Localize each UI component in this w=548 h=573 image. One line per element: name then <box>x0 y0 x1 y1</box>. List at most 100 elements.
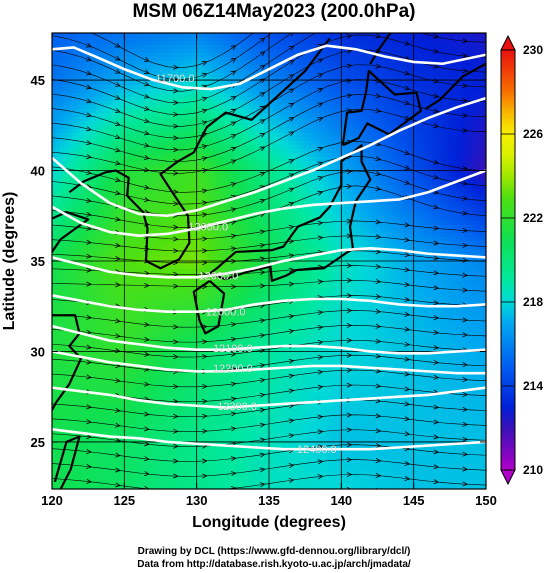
wind-arrow <box>317 279 324 285</box>
wind-arrow <box>462 227 469 233</box>
wind-arrow <box>462 195 469 201</box>
wind-arrow <box>375 249 382 255</box>
wind-arrow <box>173 88 179 94</box>
wind-arrow <box>404 165 411 170</box>
wind-arrow <box>433 315 440 321</box>
wind-arrow <box>86 419 92 425</box>
wind-arrow <box>173 324 179 330</box>
wind-arrow <box>143 142 150 148</box>
wind-arrow <box>462 257 469 263</box>
wind-arrow <box>173 271 179 277</box>
wind-arrow <box>259 467 266 473</box>
wind-arrow <box>433 479 440 485</box>
coastline-6 <box>209 144 372 283</box>
wind-arrow <box>259 283 266 289</box>
wind-arrow <box>433 404 440 410</box>
height-contour <box>52 96 486 218</box>
colorbar-tick-label: 214 <box>523 379 543 393</box>
wind-arrow <box>230 182 237 188</box>
wind-arrow <box>288 88 295 94</box>
wind-arrow <box>201 168 208 174</box>
wind-arrow <box>462 68 469 74</box>
wind-arrow <box>346 63 353 69</box>
wind-arrow <box>144 282 150 289</box>
wind-arrow <box>173 135 179 141</box>
wind-arrow <box>288 45 295 51</box>
wind-arrow <box>462 332 469 338</box>
wind-arrow <box>143 118 150 124</box>
wind-arrow <box>346 322 353 329</box>
credit-dcl: Drawing by DCL (https://www.gfd-dennou.o… <box>137 546 411 557</box>
wind-arrow <box>317 220 324 226</box>
wind-arrow <box>144 381 150 387</box>
wind-arrow <box>259 78 266 84</box>
wind-arrow <box>375 353 382 359</box>
wind-arrow <box>86 253 92 259</box>
wind-arrow <box>173 123 179 129</box>
wind-arrow <box>115 452 121 458</box>
wind-arrow <box>462 436 469 442</box>
wind-arrow <box>230 108 237 114</box>
wind-arrow <box>173 248 179 254</box>
wind-arrow <box>201 120 208 126</box>
wind-arrow <box>462 83 469 89</box>
wind-arrow <box>404 416 411 422</box>
wind-arrow <box>259 119 266 125</box>
wind-arrow <box>433 300 440 306</box>
wind-arrow <box>173 147 179 153</box>
wind-arrow <box>259 482 266 488</box>
wind-arrow <box>115 513 120 517</box>
x-tick-label: 135 <box>258 493 280 508</box>
coastline-7 <box>341 69 422 147</box>
wind-arrow <box>173 519 178 523</box>
colorbar-extend-max <box>500 34 516 51</box>
wind-arrow <box>462 421 469 427</box>
wind-arrow <box>289 493 294 497</box>
wind-arrow <box>375 108 382 114</box>
wind-arrow <box>288 201 295 207</box>
colorbar-tick-label: 210 <box>523 463 543 477</box>
wind-arrow <box>86 70 92 76</box>
wind-arrow <box>173 428 179 434</box>
wind-arrow <box>114 95 121 100</box>
wind-arrow <box>462 210 469 216</box>
colorbar-scale <box>500 49 516 471</box>
wind-arrow <box>404 70 411 76</box>
wind-arrow <box>86 42 92 48</box>
wind-arrow <box>346 263 353 269</box>
wind-arrow <box>288 388 295 394</box>
contour-label: 12400.0 <box>297 444 337 456</box>
wind-arrow <box>404 115 411 121</box>
contour-labels: 11700.0 12000.0 12000.0 12000.0 12100.0 12200… <box>155 73 336 456</box>
wind-arrow <box>202 428 208 434</box>
coastline-8 <box>369 33 392 65</box>
wind-arrow <box>86 404 92 410</box>
wind-arrow <box>259 146 266 152</box>
wind-arrow <box>86 478 92 484</box>
wind-arrow <box>202 413 208 419</box>
wind-arrow <box>462 242 469 248</box>
wind-arrow <box>144 221 150 227</box>
wind-arrow <box>433 464 440 470</box>
wind-arrow <box>230 351 237 357</box>
wind-arrow <box>143 93 150 99</box>
wind-arrow <box>462 362 469 368</box>
wind-arrow <box>230 411 237 417</box>
wind-arrow <box>375 171 382 177</box>
wind-arrow <box>433 159 440 165</box>
wind-arrow <box>201 96 208 102</box>
wind-arrow <box>317 58 324 64</box>
wind-arrow <box>404 311 411 317</box>
wind-arrow <box>115 407 121 413</box>
wind-arrow <box>86 281 92 287</box>
wind-arrow <box>462 272 469 278</box>
wind-arrow <box>202 398 208 404</box>
wind-arrow <box>462 451 469 457</box>
wind-arrow <box>317 384 324 390</box>
wind-arrow <box>86 56 92 62</box>
wind-arrow <box>143 197 150 203</box>
wind-arrow <box>201 144 208 150</box>
wind-arrow <box>86 509 91 513</box>
wind-arrow <box>230 159 237 165</box>
